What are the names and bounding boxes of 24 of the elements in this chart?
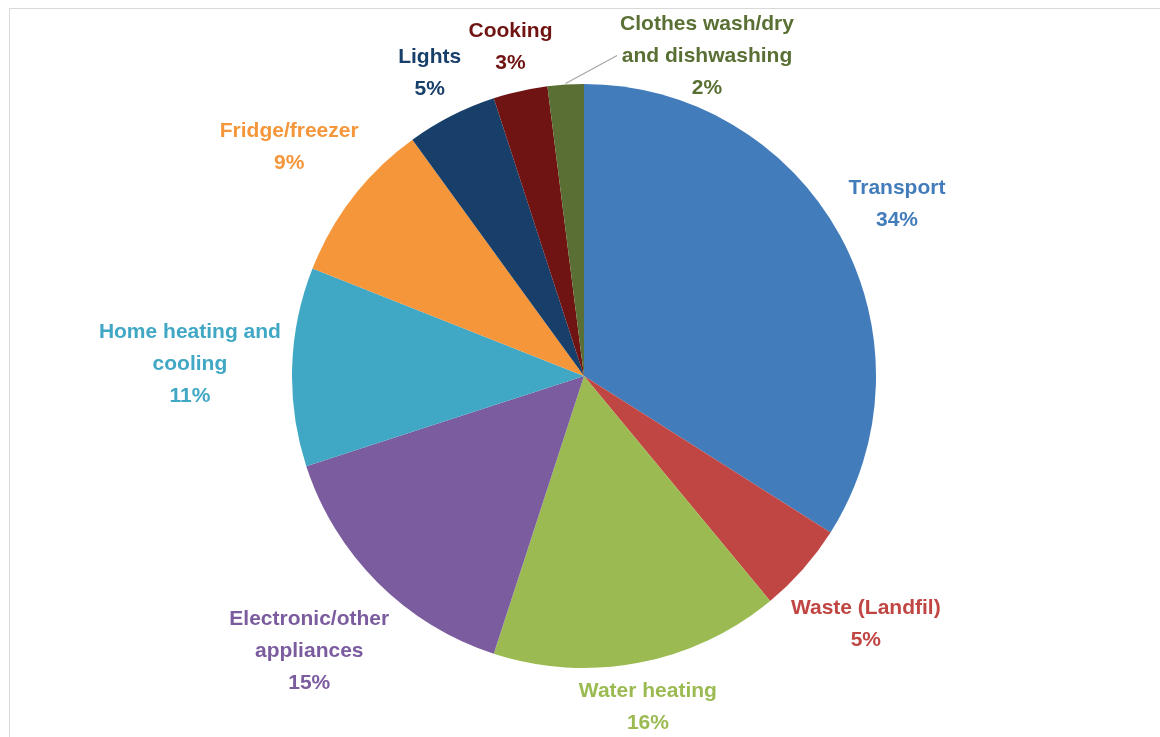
data-label: 5% (414, 76, 446, 100)
slice-label: Transport (848, 174, 946, 198)
data-label: 9% (274, 150, 305, 174)
slice-label: Clothes wash/dry and dishwashing (620, 10, 795, 66)
slice-label: Fridge/freezer (219, 118, 359, 142)
data-label: 34% (876, 206, 919, 230)
pie-slice (584, 376, 831, 601)
pie-slice (312, 139, 584, 376)
pie-slice (493, 86, 584, 376)
data-label: 11% (169, 382, 211, 406)
pie-slice (493, 376, 771, 668)
data-label: 3% (495, 50, 526, 74)
pie-slice (412, 98, 584, 376)
data-label: 16% (626, 709, 670, 733)
slice-label: Electronic/other appliances (229, 605, 390, 661)
data-label: 2% (691, 74, 723, 98)
slice-label: Cooking (468, 18, 553, 42)
pie-slice (292, 268, 584, 467)
slice-label: Waste (Landfil) (790, 595, 941, 619)
data-label: 5% (850, 627, 882, 651)
slice-label: Water heating (578, 677, 717, 701)
slice-label: Home heating and cooling (98, 318, 281, 374)
data-label: 15% (288, 669, 331, 693)
slice-label: Lights (398, 44, 462, 68)
